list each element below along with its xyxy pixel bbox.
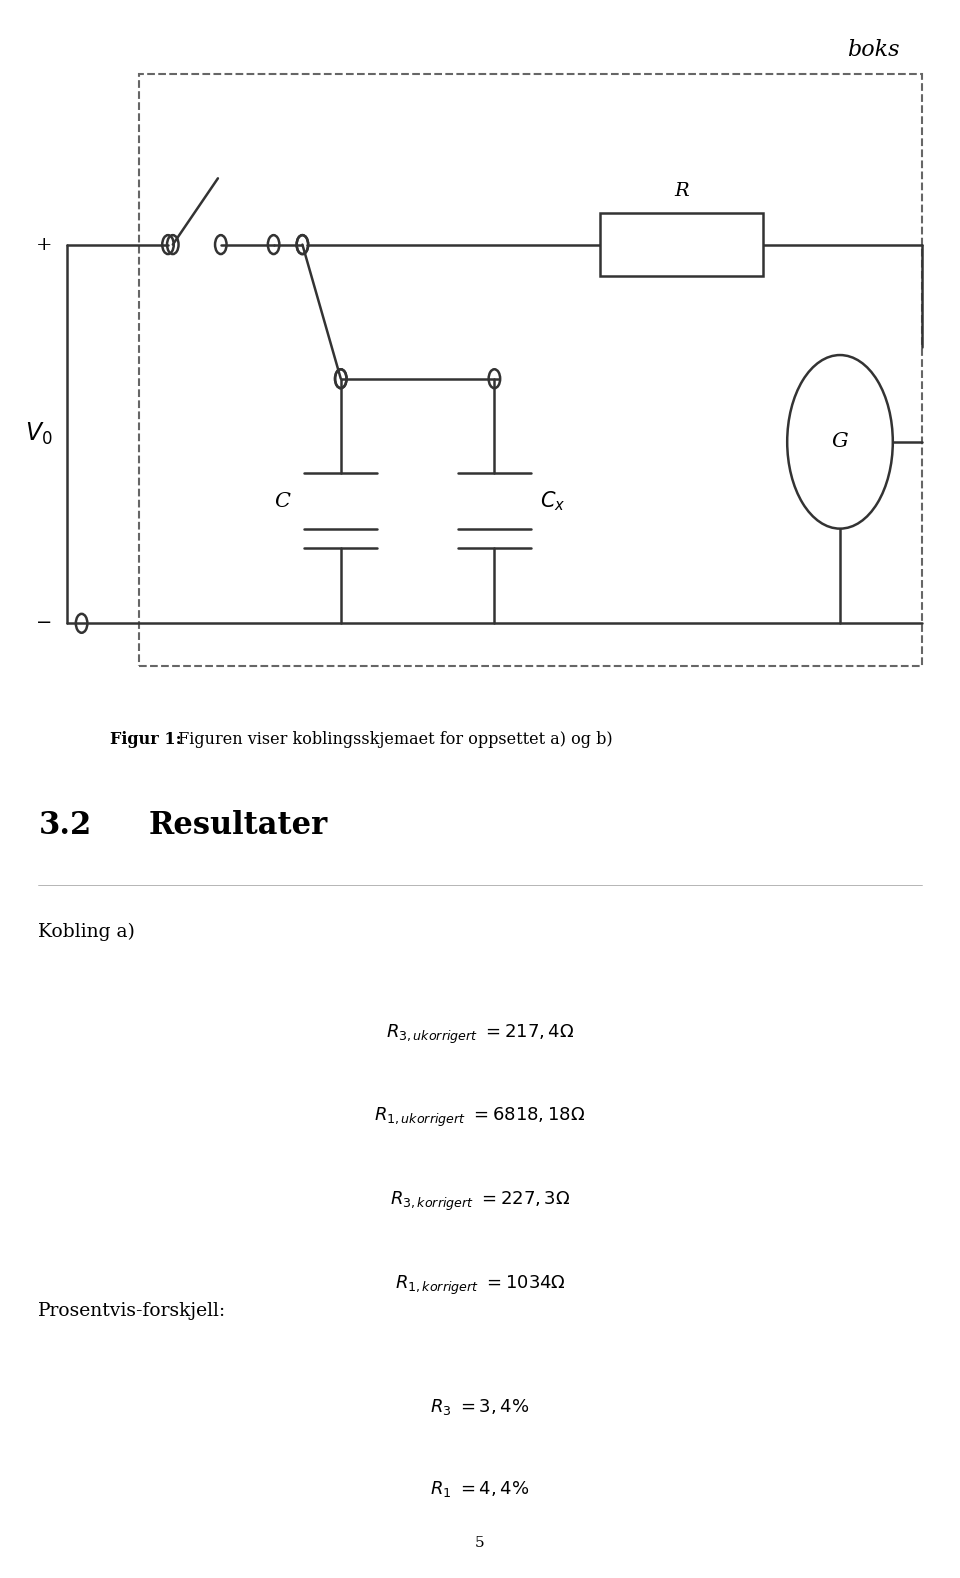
- Text: Figur 1:: Figur 1:: [110, 731, 182, 748]
- Text: $C_x$: $C_x$: [540, 489, 565, 513]
- Text: $R_1\ = 4, 4\%$: $R_1\ = 4, 4\%$: [430, 1479, 530, 1499]
- Text: G: G: [831, 432, 849, 451]
- Text: $R_3\ = 3, 4\%$: $R_3\ = 3, 4\%$: [430, 1397, 530, 1417]
- Text: Figuren viser koblingsskjemaet for oppsettet a) og b): Figuren viser koblingsskjemaet for oppse…: [173, 731, 612, 748]
- Text: Prosentvis-forskjell:: Prosentvis-forskjell:: [38, 1302, 227, 1319]
- Text: $R_{1,korrigert}\ = 1034\Omega$: $R_{1,korrigert}\ = 1034\Omega$: [395, 1273, 565, 1297]
- Text: R: R: [674, 183, 689, 200]
- Text: 3.2: 3.2: [38, 810, 91, 841]
- Text: $V_0$: $V_0$: [25, 421, 53, 447]
- Text: boks: boks: [848, 39, 900, 62]
- Text: −: −: [36, 614, 53, 633]
- Text: Kobling a): Kobling a): [38, 923, 135, 942]
- Text: C: C: [274, 491, 290, 511]
- Text: $R_{1,ukorrigert}\ = 6818, 18\Omega$: $R_{1,ukorrigert}\ = 6818, 18\Omega$: [374, 1106, 586, 1130]
- Bar: [139, 74, 922, 666]
- Text: Resultater: Resultater: [149, 810, 328, 841]
- Text: $R_{3,ukorrigert}\ = 217, 4\Omega$: $R_{3,ukorrigert}\ = 217, 4\Omega$: [386, 1023, 574, 1046]
- Text: +: +: [36, 235, 53, 254]
- Text: $R_{3,korrigert}\ = 227, 3\Omega$: $R_{3,korrigert}\ = 227, 3\Omega$: [390, 1190, 570, 1213]
- Text: 5: 5: [475, 1535, 485, 1550]
- Bar: [600, 213, 763, 276]
